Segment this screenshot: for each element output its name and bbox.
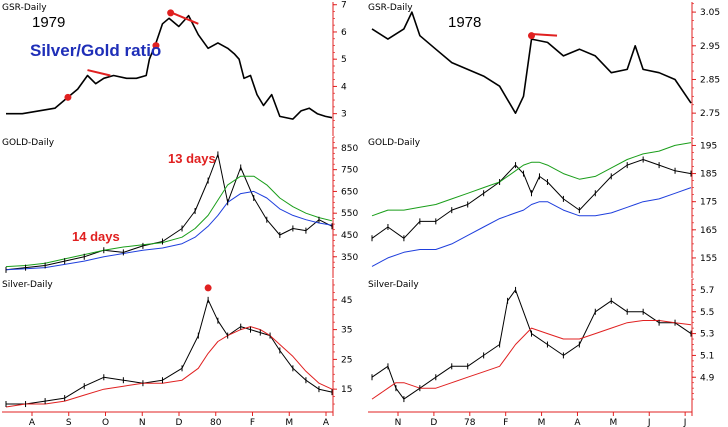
trend-line	[171, 11, 199, 25]
x-tick-label: A	[574, 418, 581, 427]
y-tick-label: 155	[700, 254, 717, 264]
series-line-left-middle-short_ma	[5, 175, 333, 268]
series-line-left-middle-price	[5, 153, 333, 271]
x-tick-label: M	[285, 418, 293, 427]
year-label-left: 1979	[32, 14, 65, 31]
y-tick-label: 185	[700, 170, 717, 180]
y-tick-label: 5.1	[700, 351, 714, 361]
annotation-14-days: 14 days	[72, 229, 120, 244]
y-tick-label: 4.9	[700, 373, 715, 383]
series-line-left-bottom-price	[6, 299, 333, 405]
series-line-left-bottom-silver_ma	[5, 326, 333, 408]
y-tick-label: 3	[341, 110, 347, 120]
series-line-right-bottom-silver_ma	[371, 320, 692, 400]
panel-title-right-middle: GOLD-Daily	[368, 138, 421, 148]
y-tick-label: 7	[341, 1, 347, 11]
x-tick-label: N	[139, 418, 146, 427]
series-line-right-top-price	[371, 11, 692, 114]
y-tick-label: 195	[700, 141, 717, 151]
y-tick-label: 550	[341, 209, 358, 219]
y-tick-label: 2.75	[700, 109, 720, 119]
panel-title-left-bottom: Silver-Daily	[2, 280, 53, 290]
year-label-right: 1978	[448, 14, 481, 31]
y-tick-label: 3.05	[700, 8, 720, 18]
y-tick-label: 4	[341, 82, 347, 92]
panel-title-right-top: GSR-Daily	[368, 3, 413, 13]
panel-title-left-middle: GOLD-Daily	[2, 138, 55, 148]
x-tick-label: D	[430, 418, 437, 427]
x-tick-label: 78	[464, 418, 476, 427]
series-line-right-middle-long_ma	[371, 187, 692, 267]
signal-marker	[167, 9, 175, 17]
y-tick-label: 5	[341, 55, 347, 65]
trend-line	[531, 33, 558, 37]
x-tick-label: F	[250, 418, 255, 427]
x-tick-label: S	[66, 418, 72, 427]
y-tick-label: 350	[341, 253, 358, 263]
panel-title-left-top: GSR-Daily	[2, 3, 47, 13]
y-tick-label: 850	[341, 144, 358, 154]
y-tick-label: 5.3	[700, 330, 714, 340]
subtitle-ratio: Silver/Gold ratio	[30, 41, 161, 60]
x-tick-label: 80	[210, 418, 222, 427]
y-tick-label: 5.5	[700, 308, 714, 318]
signal-marker	[204, 284, 212, 292]
y-tick-label: 5.7	[700, 286, 714, 296]
y-tick-label: 15	[341, 385, 352, 395]
x-tick-label: O	[102, 418, 109, 427]
x-tick-label: M	[609, 418, 617, 427]
y-tick-label: 165	[700, 226, 717, 236]
x-tick-label: N	[395, 418, 402, 427]
series-line-right-middle-short_ma	[371, 142, 692, 217]
series-line-right-middle-price	[371, 159, 692, 239]
series-line-left-top-price	[6, 14, 333, 120]
series-line-right-bottom-price	[371, 289, 692, 400]
y-tick-label: 2.85	[700, 75, 720, 85]
x-tick-label: J	[683, 418, 687, 427]
y-tick-label: 45	[341, 296, 352, 306]
x-tick-label: J	[647, 418, 651, 427]
x-tick-label: D	[176, 418, 183, 427]
y-tick-label: 175	[700, 198, 717, 208]
signal-marker	[152, 42, 160, 50]
x-tick-label: M	[538, 418, 546, 427]
x-tick-label: A	[29, 418, 36, 427]
series-line-left-middle-long_ma	[5, 190, 333, 271]
y-tick-label: 450	[341, 231, 358, 241]
x-tick-label: F	[503, 418, 508, 427]
x-tick-label: A	[323, 418, 330, 427]
y-tick-label: 650	[341, 187, 358, 197]
y-tick-label: 6	[341, 28, 347, 38]
y-tick-label: 25	[341, 355, 352, 365]
trend-line	[87, 69, 111, 77]
annotation-13-days: 13 days	[168, 151, 216, 166]
y-tick-label: 750	[341, 166, 358, 176]
signal-marker	[64, 93, 72, 101]
y-tick-label: 2.95	[700, 42, 720, 52]
y-tick-label: 35	[341, 326, 352, 336]
panel-title-right-bottom: Silver-Daily	[368, 280, 419, 290]
